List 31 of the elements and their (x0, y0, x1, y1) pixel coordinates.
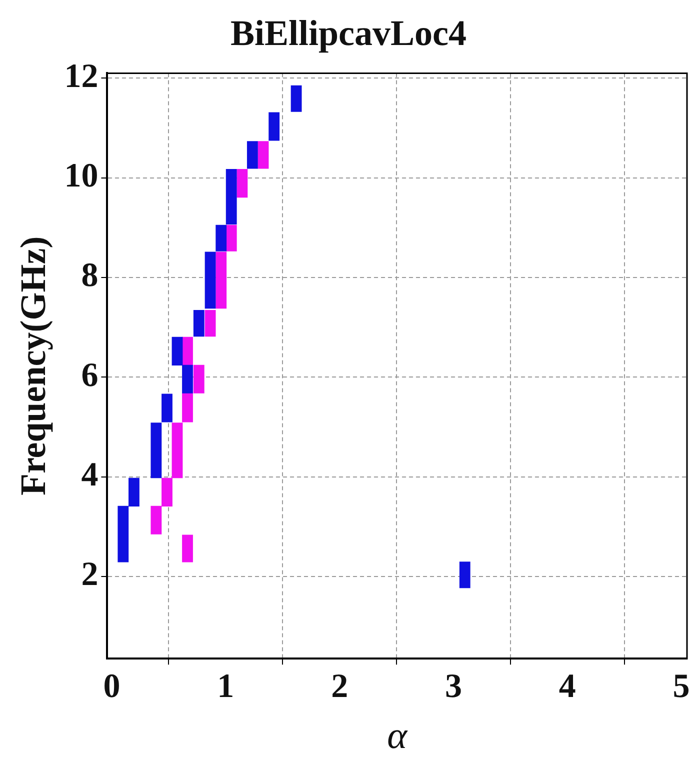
y-tick-label: 4 (81, 456, 98, 494)
x-tick-label: 1 (217, 668, 234, 705)
x-tick-label: 4 (558, 668, 576, 705)
bar (182, 534, 193, 562)
y-tick-label: 2 (81, 556, 98, 594)
x-tick-label: 2 (331, 668, 348, 705)
bar (193, 364, 204, 394)
y-tick-label: 6 (81, 356, 98, 394)
y-tick-label: 10 (64, 158, 98, 195)
bar (162, 394, 172, 422)
bar (258, 141, 269, 169)
x-tick-label: 5 (672, 668, 690, 705)
bar (246, 141, 258, 169)
x-axis-title: α (387, 715, 408, 758)
bar (268, 112, 280, 141)
bar (193, 310, 204, 337)
x-tick-label: 3 (444, 668, 462, 705)
bar (182, 336, 193, 366)
y-tick-label: 12 (64, 58, 98, 95)
bar (459, 562, 470, 588)
bar (290, 85, 302, 112)
bar (150, 422, 162, 478)
bar (204, 310, 216, 337)
chart-title: BiEllipcavLoc4 (230, 12, 467, 53)
bar (226, 224, 237, 252)
bar (204, 252, 216, 309)
bar (236, 169, 248, 198)
x-tick-label: 0 (103, 668, 120, 705)
y-axis-title: Frequency(GHz) (12, 236, 53, 496)
y-tick-label: 8 (81, 257, 98, 294)
bar (216, 252, 227, 309)
